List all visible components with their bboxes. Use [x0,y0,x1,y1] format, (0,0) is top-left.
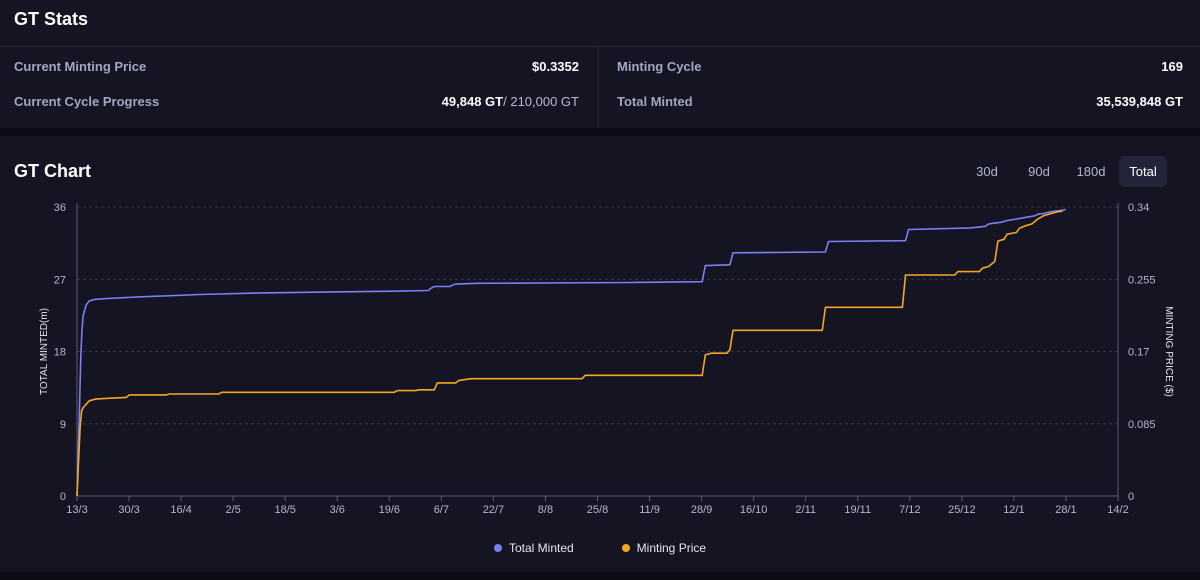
current-minting-price-value: $0.3352 [532,59,579,74]
x-tick-label: 16/4 [170,504,191,516]
cycle-progress-minted: 49,848 GT [441,94,504,109]
legend-label-total-minted: Total Minted [508,541,574,555]
gt-chart-title: GT Chart [14,161,92,181]
current-minting-price-label: Current Minting Price [14,59,147,74]
y-tick-left: 27 [54,274,66,286]
x-tick-label: 6/7 [434,504,449,516]
y-tick-left: 36 [54,202,66,214]
y-tick-left: 9 [60,419,66,431]
range-tabs: 30d 90d 180d Total [963,156,1167,187]
x-tick-label: 2/5 [226,504,241,516]
current-cycle-progress-label: Current Cycle Progress [14,94,160,109]
tab-30d[interactable]: 30d [976,164,998,179]
x-tick-label: 16/10 [740,504,768,516]
x-tick-label: 28/1 [1055,504,1076,516]
total-minted-label: Total Minted [617,94,693,109]
x-tick-label: 3/6 [330,504,345,516]
tab-90d[interactable]: 90d [1028,164,1050,179]
x-tick-label: 11/9 [639,504,660,516]
chart-legend: Total Minted Minting Price [0,541,1200,555]
x-tick-label: 14/2 [1107,504,1128,516]
stats-column-divider [598,47,599,128]
x-tick-label: 7/12 [899,504,920,516]
x-tick-label: 22/7 [483,504,504,516]
minting-cycle-value: 169 [1161,59,1183,74]
gt-chart-panel: 0 0 9 0.085 18 0.17 27 0.255 36 0.34 13/3 30/3 16/4 2… [0,136,1200,572]
y-tick-right: 0 [1128,491,1134,503]
y-axis-title-left: TOTAL MINTED(m) [39,308,50,395]
x-tick-label: 19/6 [379,504,400,516]
y-axis-title-right: MINTING PRICE ($) [1163,306,1174,397]
x-tick-label: 28/9 [691,504,712,516]
legend-label-minting-price: Minting Price [636,541,707,555]
legend-dot-total-minted [493,544,502,552]
legend-total-minted[interactable]: Total Minted [493,541,574,555]
gt-stats-panel: GT Stats Current Minting Price $0.3352 C… [0,0,1200,128]
stats-divider [0,46,1200,47]
series-line-total-minted [76,208,1066,497]
y-tick-left: 0 [60,491,66,503]
legend-minting-price[interactable]: Minting Price [621,541,707,555]
gt-chart: 0 0 9 0.085 18 0.17 27 0.255 36 0.34 13/3 30/3 16/4 2… [39,202,1174,516]
total-minted-value: 35,539,848 GT [1096,94,1183,109]
x-tick-label: 30/3 [118,504,139,516]
x-tick-label: 25/12 [948,504,976,516]
y-tick-right: 0.255 [1128,274,1156,286]
minting-cycle-label: Minting Cycle [617,59,702,74]
y-tick-right: 0.17 [1128,347,1149,359]
x-tick-label: 12/1 [1003,504,1024,516]
tab-180d[interactable]: 180d [1076,164,1106,179]
x-tick-label: 8/8 [538,504,553,516]
gt-stats-title: GT Stats [14,9,89,29]
x-tick-label: 13/3 [66,504,87,516]
x-tick-label: 2/11 [795,504,816,516]
x-tick-label: 25/8 [587,504,608,516]
x-tick-label: 18/5 [274,504,295,516]
y-tick-right: 0.34 [1128,202,1149,214]
y-tick-right: 0.085 [1128,419,1156,431]
tab-total[interactable]: Total [1119,156,1167,187]
legend-dot-minting-price [621,544,630,552]
cycle-progress-total: / 210,000 GT [503,94,579,109]
x-tick-label: 19/11 [844,504,871,516]
current-cycle-progress-value: 49,848 GT/ 210,000 GT [442,94,579,109]
y-tick-left: 18 [54,347,66,359]
series-line-minting-price [76,210,1063,497]
